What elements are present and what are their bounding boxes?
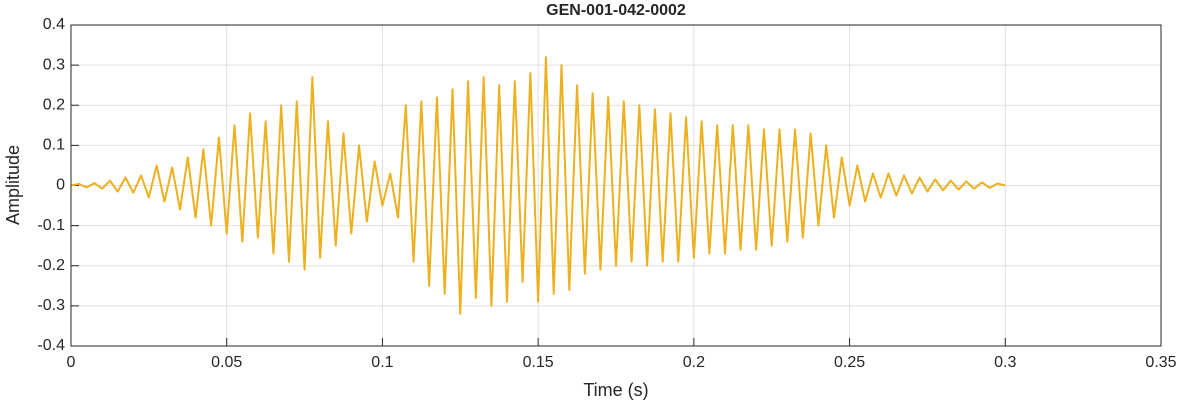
x-tick-label: 0.15 (523, 354, 554, 371)
x-axis-label: Time (s) (583, 380, 648, 400)
y-tick-label: 0 (56, 177, 65, 194)
waveform-line (70, 56, 1006, 315)
y-tick-label: 0.2 (43, 96, 65, 113)
y-axis-label: Amplitude (3, 145, 23, 225)
x-tick-label: 0.3 (994, 354, 1016, 371)
y-tick-label: -0.2 (37, 257, 65, 274)
y-tick-label: -0.4 (37, 337, 65, 354)
x-tick-label: 0.2 (683, 354, 705, 371)
x-tick-label: 0 (67, 354, 76, 371)
y-tick-label: -0.1 (37, 217, 65, 234)
x-tick-label: 0.35 (1145, 354, 1176, 371)
plot-frame (70, 24, 1162, 347)
x-tick-label: 0.05 (211, 354, 242, 371)
chart-title: GEN-001-042-0002 (546, 2, 686, 19)
y-tick-label: -0.3 (37, 297, 65, 314)
x-tick-label: 0.25 (834, 354, 865, 371)
y-tick-label: 0.3 (43, 56, 65, 73)
y-tick-label: 0.4 (43, 16, 65, 33)
y-tick-label: 0.1 (43, 137, 65, 154)
x-tick-label: 0.1 (371, 354, 393, 371)
